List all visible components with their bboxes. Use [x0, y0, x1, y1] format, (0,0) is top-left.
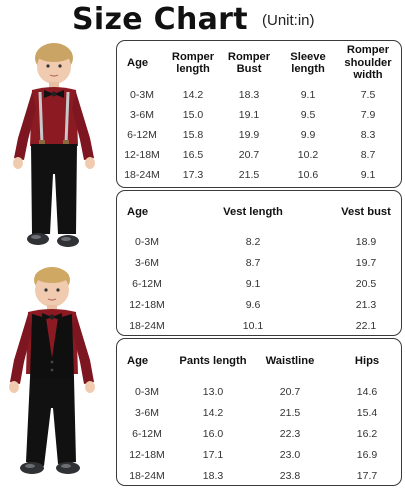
table-cell: 22.1	[355, 319, 377, 332]
table-cell: 12-18M	[124, 149, 160, 161]
toddler-vest-photo	[2, 262, 102, 488]
table-cell: 20.5	[355, 277, 377, 290]
table-cell: 18-24M	[124, 169, 160, 181]
toddler-romper-photo	[4, 38, 104, 260]
table-cell: 13.0	[202, 385, 224, 398]
table-cell: 16.0	[202, 427, 224, 440]
table-cell: 22.3	[279, 427, 301, 440]
table-cell: 9.1	[300, 89, 316, 101]
table-cell: 0-3M	[135, 385, 159, 398]
table-cell: 8.2	[245, 235, 261, 248]
table-cell: 18.3	[202, 469, 224, 482]
page-title: Size Chart	[72, 2, 248, 37]
vest-header-age: Age	[127, 205, 149, 218]
table-cell: 6-12M	[127, 129, 157, 141]
table-cell: 0-3M	[135, 235, 159, 248]
pants-header-length: Pants length	[179, 354, 247, 367]
table-cell: 9.1	[245, 277, 261, 290]
table-cell: 18-24M	[129, 469, 165, 482]
table-cell: 7.5	[360, 89, 376, 101]
table-cell: 9.1	[360, 169, 376, 181]
romper-header-age: Age	[127, 56, 149, 69]
table-cell: 12-18M	[129, 298, 165, 311]
table-cell: 19.1	[238, 109, 260, 121]
table-cell: 9.6	[245, 298, 261, 311]
table-cell: 0-3M	[130, 89, 154, 101]
table-cell: 16.2	[356, 427, 378, 440]
table-cell: 18.9	[355, 235, 377, 248]
table-cell: 10.1	[242, 319, 264, 332]
table-cell: 14.2	[202, 406, 224, 419]
table-cell: 12-18M	[129, 448, 165, 461]
table-cell: 16.9	[356, 448, 378, 461]
table-cell: 6-12M	[132, 277, 162, 290]
table-cell: 19.9	[238, 129, 260, 141]
table-cell: 20.7	[279, 385, 301, 398]
table-cell: 7.9	[360, 109, 376, 121]
table-cell: 23.0	[279, 448, 301, 461]
table-cell: 21.3	[355, 298, 377, 311]
romper-size-table: Age Romper length Romper Bust Sleeve len…	[116, 40, 402, 188]
table-cell: 14.2	[182, 89, 204, 101]
vest-header-length: Vest length	[223, 205, 283, 218]
table-cell: 15.0	[182, 109, 204, 121]
table-cell: 3-6M	[130, 109, 154, 121]
pants-header-waistline: Waistline	[265, 354, 315, 367]
table-cell: 8.7	[360, 149, 376, 161]
table-cell: 14.6	[356, 385, 378, 398]
table-cell: 21.5	[279, 406, 301, 419]
table-cell: 18.3	[238, 89, 260, 101]
table-cell: 6-12M	[132, 427, 162, 440]
table-cell: 18-24M	[129, 319, 165, 332]
romper-header-sleeve: Sleeve length	[290, 50, 326, 76]
table-cell: 9.5	[300, 109, 316, 121]
pants-header-hips: Hips	[354, 354, 380, 367]
table-cell: 8.3	[360, 129, 376, 141]
table-cell: 21.5	[238, 169, 260, 181]
table-cell: 9.9	[300, 129, 316, 141]
table-cell: 16.5	[182, 149, 204, 161]
romper-header-shoulder: Romper shoulder width	[344, 44, 392, 82]
table-cell: 17.1	[202, 448, 224, 461]
romper-header-bust: Romper Bust	[227, 50, 271, 76]
table-cell: 8.7	[245, 256, 261, 269]
vest-header-bust: Vest bust	[341, 205, 391, 218]
pants-size-table: Age Pants length Waistline Hips 0-3M 13.…	[116, 338, 402, 486]
table-cell: 15.4	[356, 406, 378, 419]
table-cell: 3-6M	[135, 406, 159, 419]
table-cell: 23.8	[279, 469, 301, 482]
table-cell: 17.3	[182, 169, 204, 181]
table-cell: 17.7	[356, 469, 378, 482]
unit-label: (Unit:in)	[262, 12, 315, 29]
vest-size-table: Age Vest length Vest bust 0-3M 8.2 18.9 …	[116, 190, 402, 336]
table-cell: 10.6	[297, 169, 319, 181]
table-cell: 20.7	[238, 149, 260, 161]
table-cell: 10.2	[297, 149, 319, 161]
pants-header-age: Age	[127, 354, 149, 367]
table-cell: 19.7	[355, 256, 377, 269]
romper-header-length: Romper length	[171, 50, 215, 76]
table-cell: 15.8	[182, 129, 204, 141]
table-cell: 3-6M	[135, 256, 159, 269]
